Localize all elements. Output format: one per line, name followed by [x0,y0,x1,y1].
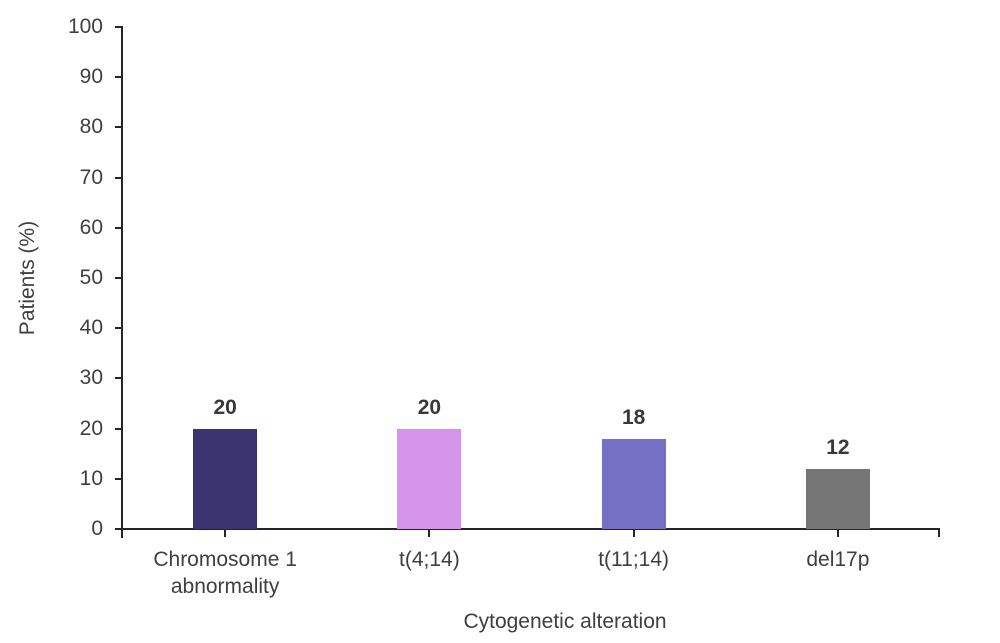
bar-value-label: 20 [213,395,237,419]
bar-value-label: 18 [621,405,646,429]
y-tick-label: 80 [79,115,103,139]
y-tick-label: 0 [91,517,103,540]
x-tick [428,530,431,537]
x-category-label-line: t(4;14) [399,548,460,571]
x-axis-title: Cytogenetic alteration [463,610,667,633]
y-tick [115,377,123,380]
y-tick-label: 60 [79,215,103,239]
y-tick-label: 50 [79,266,103,289]
y-tick [115,126,123,129]
y-axis-line [121,27,123,538]
x-tick [224,530,227,537]
y-tick-label: 40 [79,316,103,340]
x-category-label: del17p [728,546,948,573]
x-category-label-line: del17p [806,548,870,571]
y-tick-label: 70 [79,165,103,189]
y-tick [115,528,123,530]
x-category-label: t(4;14) [319,546,539,573]
bar [397,428,461,529]
x-category-label-line: abnormality [170,575,280,598]
y-tick [115,427,123,430]
y-tick [115,26,123,28]
x-axis-line [115,528,940,530]
x-tick [632,530,635,537]
y-tick [115,226,123,229]
y-tick [115,277,123,279]
bar [602,438,666,529]
y-tick [115,176,123,179]
x-tick [836,530,839,537]
y-tick-label: 90 [79,65,103,89]
bar [193,428,257,529]
y-tick-label: 10 [79,466,103,490]
bar-value-label: 20 [417,395,442,419]
x-category-label-line: Chromosome 1 [153,548,297,571]
y-tick [115,477,123,480]
x-category-label: t(11;14) [524,546,744,573]
y-tick-label: 100 [67,15,103,38]
x-category-label-line: t(11;14) [598,548,670,571]
x-category-label: Chromosome 1 abnormality [115,546,335,600]
y-tick [115,327,123,330]
y-tick-label: 30 [79,366,103,390]
bar [806,468,870,529]
x-axis-end-tick [938,530,940,537]
bar-value-label: 12 [826,435,850,459]
y-tick-label: 20 [79,416,103,440]
y-tick [115,76,123,79]
